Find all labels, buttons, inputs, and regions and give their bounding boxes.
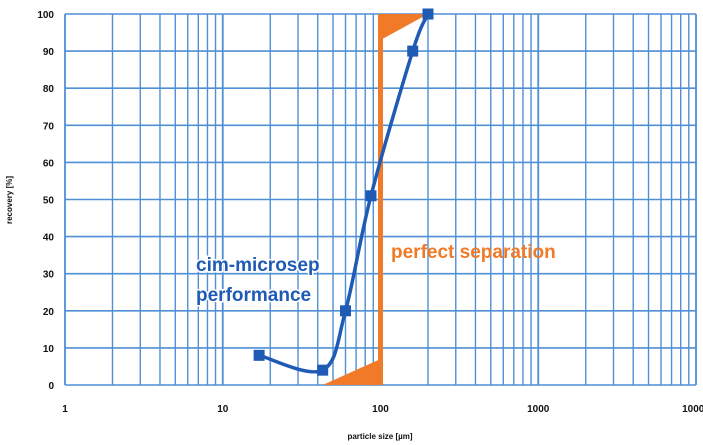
perfect-separation-label: perfect separation	[391, 242, 556, 263]
y-tick-label: 20	[43, 307, 55, 318]
x-tick-label: 10	[217, 404, 229, 415]
y-tick-label: 60	[43, 158, 55, 169]
cim-microsep-marker	[365, 190, 377, 202]
y-tick-label: 100	[37, 10, 54, 21]
x-tick-labels: 1 10 100 1000 10000	[62, 404, 703, 415]
cim-microsep-annotation: cim-microsep performance	[195, 254, 322, 308]
y-axis-label: recovery [%]	[5, 176, 14, 224]
x-tick-label: 1000	[527, 404, 550, 415]
cim-microsep-marker	[253, 349, 265, 361]
cim-microsep-markers	[253, 8, 434, 376]
perfect-separation-top-wedge	[380, 14, 428, 40]
y-tick-label: 80	[43, 84, 55, 95]
cim-microsep-marker	[422, 8, 434, 20]
y-tick-labels: 0 10 20 30 40 50 60 70 80 90 100	[37, 10, 54, 392]
perfect-separation-series	[322, 14, 428, 385]
y-tick-label: 90	[43, 47, 55, 58]
y-tick-label: 50	[43, 196, 55, 207]
y-tick-label: 40	[43, 233, 55, 244]
y-tick-label: 0	[48, 381, 54, 392]
y-tick-label: 70	[43, 121, 55, 132]
cim-microsep-marker	[340, 305, 352, 317]
x-axis-label: particle size [µm]	[347, 432, 412, 441]
cim-microsep-marker	[407, 45, 419, 57]
cim-microsep-label-line-2: performance	[196, 285, 311, 306]
cim-microsep-marker	[317, 364, 329, 376]
x-tick-label: 10000	[682, 404, 703, 415]
x-tick-label: 100	[372, 404, 389, 415]
cim-microsep-series	[253, 8, 434, 376]
y-tick-label: 30	[43, 270, 55, 281]
perfect-separation-bottom-wedge	[322, 359, 381, 385]
cim-microsep-label-line-1: cim-microsep	[196, 255, 320, 276]
y-tick-label: 10	[43, 344, 55, 355]
x-tick-label: 1	[62, 404, 68, 415]
